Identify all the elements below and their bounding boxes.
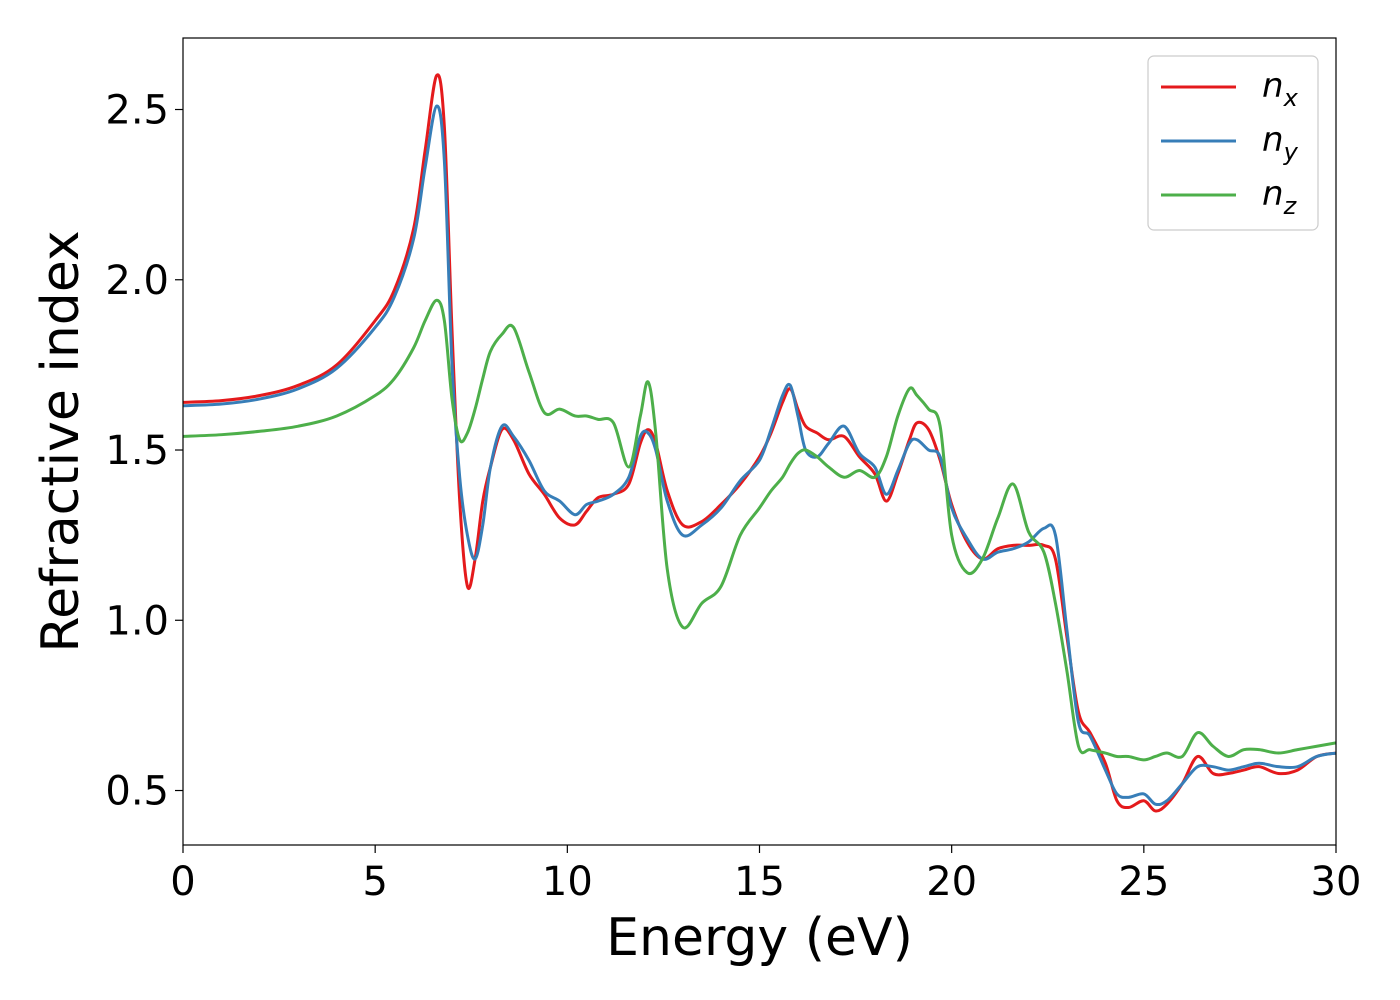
y-tick-label: 1.5 <box>105 428 169 474</box>
series-line-z <box>183 298 1336 762</box>
legend-box <box>1147 55 1319 231</box>
y-tick-label: 0.5 <box>105 769 169 815</box>
x-tick-label: 10 <box>542 859 593 905</box>
legend-label-x: nx <box>1262 66 1299 112</box>
legend-label-z: nz <box>1262 174 1298 220</box>
x-tick-label: 5 <box>362 859 387 905</box>
plot-lines <box>183 73 1336 813</box>
x-tick-label: 30 <box>1311 859 1362 905</box>
y-axis-label: Refractive index <box>31 230 91 652</box>
x-tick-label: 20 <box>926 859 977 905</box>
x-tick-label: 0 <box>170 859 195 905</box>
legend-label-y: ny <box>1262 120 1299 166</box>
y-tick-label: 2.5 <box>105 88 169 134</box>
y-axis-ticks: 0.5 1.0 1.5 2.0 2.5 <box>105 88 183 815</box>
x-axis-label: Energy (eV) <box>606 908 913 968</box>
series-line-y <box>183 104 1336 807</box>
y-tick-label: 2.0 <box>105 258 169 304</box>
y-tick-label: 1.0 <box>105 598 169 644</box>
x-axis-ticks: 0 5 10 15 20 25 30 <box>170 845 1361 905</box>
x-tick-label: 15 <box>734 859 785 905</box>
x-tick-label: 25 <box>1118 859 1169 905</box>
legend: nx ny nz <box>1147 55 1319 231</box>
